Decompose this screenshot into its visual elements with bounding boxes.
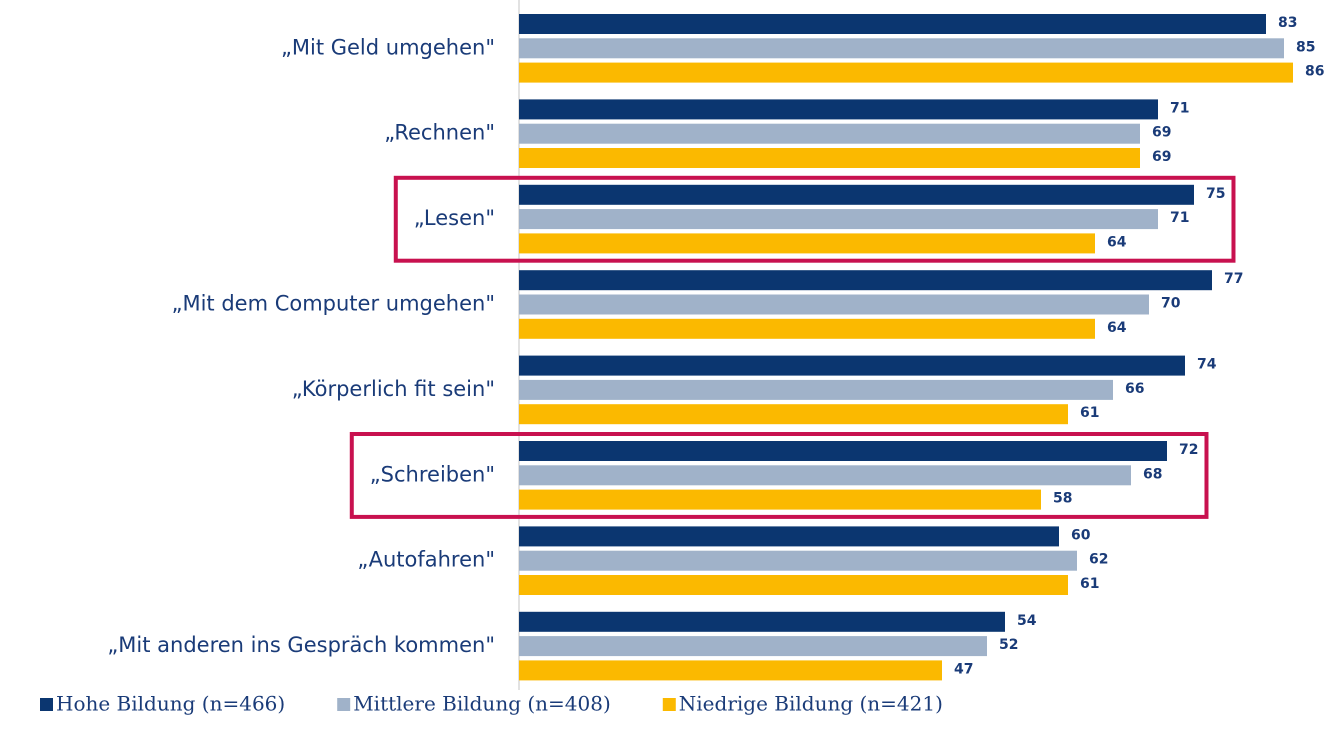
value-label: 61 [1080,576,1099,592]
bar [519,526,1059,547]
bar [519,550,1077,571]
bar [519,14,1266,34]
category-label: „Mit Geld umgehen" [281,35,495,59]
category-label: „Rechnen" [384,121,495,145]
value-label: 58 [1053,491,1072,507]
bar [519,611,1005,632]
value-label: 70 [1161,296,1181,312]
highlight-box [349,432,1209,519]
category-label: „Körperlich fit sein" [292,377,495,401]
value-label: 86 [1305,64,1324,80]
bar [519,294,1149,315]
legend-swatch [337,698,351,711]
value-label: 75 [1206,186,1225,202]
bar [519,318,1095,339]
value-label: 83 [1278,15,1297,31]
bar [519,575,1068,595]
value-label: 52 [999,637,1018,653]
bar [519,636,987,657]
value-label: 72 [1179,442,1198,458]
value-label: 62 [1089,552,1108,568]
category-label: „Mit anderen ins Gespräch kommen" [107,633,495,657]
legend-label: Hohe Bildung (n=466) [56,692,285,716]
bar [519,184,1194,205]
value-label: 47 [954,661,973,677]
bar [519,379,1113,400]
bar [519,99,1158,120]
value-label: 61 [1080,405,1099,421]
value-label: 54 [1017,613,1037,629]
value-label: 64 [1107,234,1127,250]
bar [519,123,1140,144]
value-label: 68 [1143,466,1162,482]
bar [519,270,1212,291]
value-label: 69 [1152,149,1171,165]
bar [519,441,1167,461]
category-label: „Autofahren" [357,548,495,572]
bar [519,355,1185,376]
bar [519,62,1293,83]
legend-swatch [40,698,53,711]
legend-label: Mittlere Bildung (n=408) [353,692,611,716]
legend-swatch [662,698,676,711]
value-label: 85 [1296,39,1315,55]
category-label: „Lesen" [414,206,495,230]
value-label: 77 [1224,271,1243,287]
bar [519,38,1284,59]
bar [519,233,1095,254]
value-label: 66 [1125,381,1144,397]
value-label: 64 [1107,320,1127,336]
value-label: 60 [1071,527,1091,543]
bar [519,148,1140,168]
category-label: „Mit dem Computer umgehen" [172,292,495,316]
bar [519,209,1158,230]
legend-label: Niedrige Bildung (n=421) [679,692,943,716]
bar [519,489,1041,510]
value-label: 71 [1170,210,1189,226]
bar [519,660,942,681]
value-label: 71 [1170,100,1189,116]
category-label: „Schreiben" [370,462,495,486]
bar [519,404,1068,425]
value-label: 69 [1152,125,1171,141]
bar [519,465,1131,486]
highlight-box [393,175,1236,263]
value-label: 74 [1197,357,1217,373]
